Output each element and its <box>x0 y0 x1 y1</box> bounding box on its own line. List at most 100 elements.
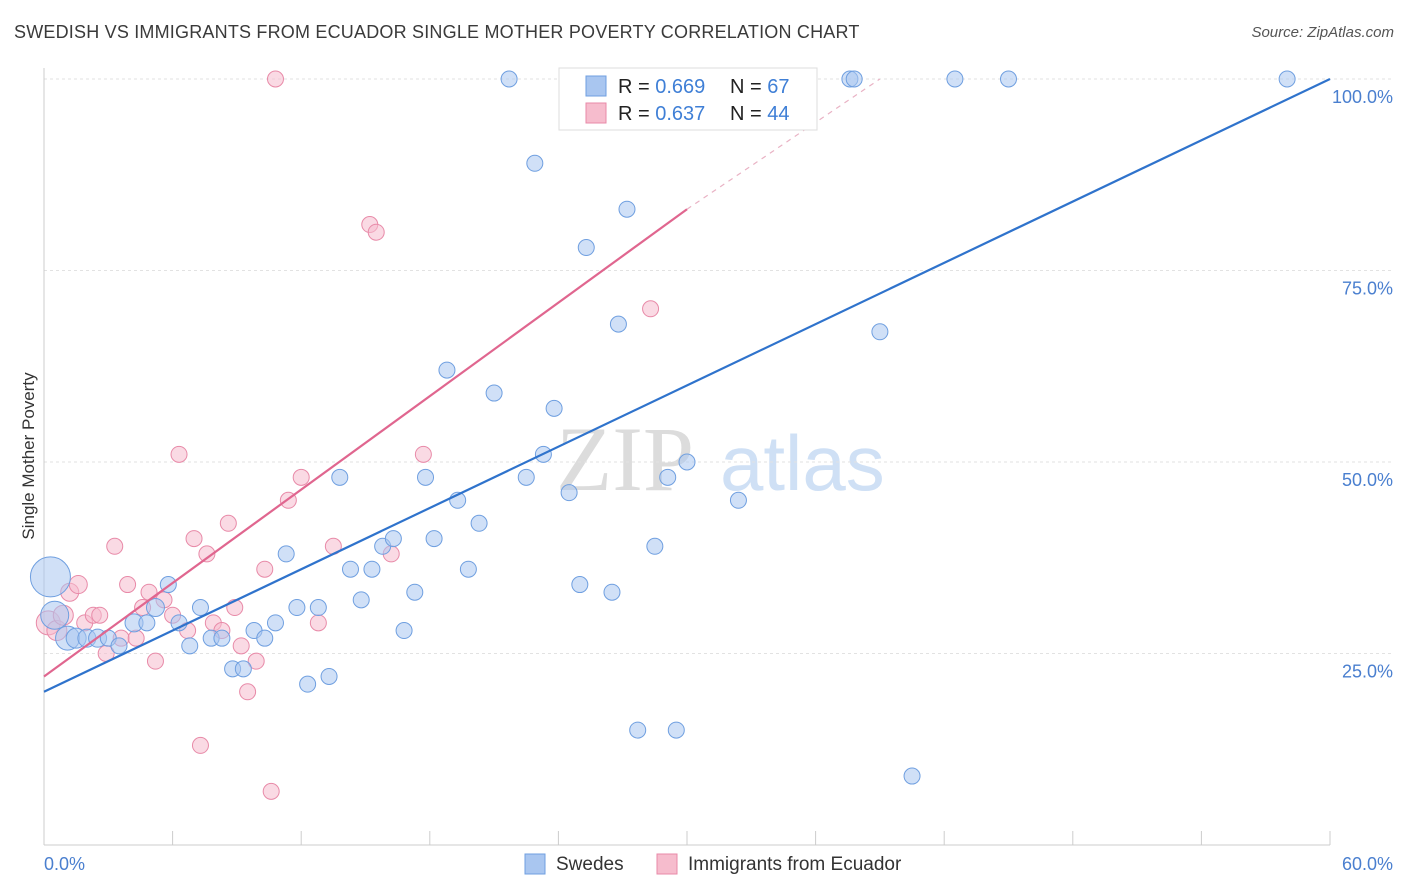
legend-r-label-swedes: R = <box>618 76 655 98</box>
swedes-point <box>384 530 402 548</box>
y-tick-label: 100.0% <box>1332 87 1393 107</box>
swedes-point <box>40 600 70 630</box>
ecuador-point <box>239 683 257 701</box>
swedes-point <box>603 583 621 601</box>
swedes-point <box>903 767 921 785</box>
swedes-point <box>946 70 964 88</box>
svg-text:R = 0.637: R = 0.637 <box>618 103 705 125</box>
swedes-point <box>341 560 359 578</box>
series-legend: Swedes Immigrants from Ecuador <box>524 853 902 875</box>
legend-n-label-swedes: N = <box>730 76 767 98</box>
bottom-legend-label-ecuador: Immigrants from Ecuador <box>688 854 902 875</box>
x-tick-labels: 0.0% 60.0% <box>44 854 1393 874</box>
bottom-legend-label-swedes: Swedes <box>556 854 624 875</box>
x-tick-label: 0.0% <box>44 854 85 874</box>
swedes-point <box>629 721 647 739</box>
ecuador-point <box>170 445 188 463</box>
svg-text:N = 67: N = 67 <box>730 76 790 98</box>
swedes-point <box>646 537 664 555</box>
swedes-point <box>145 598 165 618</box>
ecuador-point <box>68 575 88 595</box>
swedes-point <box>729 491 747 509</box>
ecuador-point <box>247 652 265 670</box>
swedes-point <box>234 660 252 678</box>
swedes-point <box>352 591 370 609</box>
svg-text:N = 44: N = 44 <box>730 103 790 125</box>
swedes-point <box>526 154 544 172</box>
ecuador-point <box>292 468 310 486</box>
swedes-point <box>213 629 231 647</box>
watermark-zip: ZIP <box>556 408 694 510</box>
swedes-point <box>417 468 435 486</box>
swedes-point <box>678 453 696 471</box>
swedes-point <box>138 614 156 632</box>
swedes-point <box>277 545 295 563</box>
swedes-point <box>618 200 636 218</box>
legend-r-value-ecuador: 0.637 <box>655 103 705 125</box>
ecuador-point <box>266 70 284 88</box>
swedes-point <box>871 323 889 341</box>
ecuador-point <box>140 583 158 601</box>
swedes-point <box>110 637 128 655</box>
swedes-point <box>406 583 424 601</box>
swedes-point <box>425 530 443 548</box>
ecuador-point <box>256 560 274 578</box>
ecuador-point <box>309 614 327 632</box>
swedes-point <box>266 614 284 632</box>
swedes-point <box>320 667 338 685</box>
ecuador-point <box>146 652 164 670</box>
swedes-point <box>560 484 578 502</box>
swedes-point <box>500 70 518 88</box>
legend-n-value-ecuador: 44 <box>767 103 789 125</box>
swedes-point <box>191 599 209 617</box>
swedes-point <box>485 384 503 402</box>
swedes-point <box>1000 70 1017 88</box>
stats-legend: R = 0.669 N = 67 R = 0.637 N = 44 <box>558 67 818 131</box>
x-tick-label: 60.0% <box>1342 854 1393 874</box>
swedes-point <box>470 514 488 532</box>
axes <box>43 68 1331 846</box>
legend-n-value-swedes: 67 <box>767 76 789 98</box>
ecuador-point <box>106 537 124 555</box>
y-tick-label: 50.0% <box>1342 470 1393 490</box>
ecuador-point <box>91 606 109 624</box>
ecuador-point <box>367 223 385 241</box>
swedes-point <box>459 560 477 578</box>
swedes-point <box>571 576 589 594</box>
trend-lines <box>43 78 1331 693</box>
ecuador-point <box>414 445 432 463</box>
swedes-point <box>438 361 456 379</box>
legend-swatch-swedes <box>585 75 607 97</box>
swedes-point <box>545 399 563 417</box>
bottom-legend-swatch-swedes <box>524 853 546 875</box>
ecuador-point <box>185 530 203 548</box>
swedes-point <box>609 315 627 333</box>
swedes-point <box>29 556 71 598</box>
watermark-atlas: atlas <box>720 419 885 507</box>
swedes-trend-line <box>43 78 1331 693</box>
swedes-point <box>309 599 327 617</box>
y-tick-label: 25.0% <box>1342 662 1393 682</box>
ecuador-point <box>119 576 137 594</box>
swedes-point <box>181 637 199 655</box>
grid <box>44 78 1392 654</box>
ecuador-point <box>262 782 280 800</box>
swedes-point <box>517 468 535 486</box>
ecuador-point <box>191 736 209 754</box>
bottom-legend-swatch-ecuador <box>656 853 678 875</box>
swedes-point <box>395 622 413 640</box>
legend-n-label-ecuador: N = <box>730 103 767 125</box>
swedes-point <box>256 629 274 647</box>
legend-r-value-swedes: 0.669 <box>655 76 705 98</box>
ecuador-point <box>642 300 660 318</box>
legend-r-label-ecuador: R = <box>618 103 655 125</box>
ecuador-point <box>219 514 237 532</box>
swedes-point <box>299 675 317 693</box>
swedes-point <box>1278 70 1296 88</box>
y-tick-labels: 25.0% 50.0% 75.0% 100.0% <box>1332 87 1393 682</box>
swedes-point <box>331 468 349 486</box>
chart-title: SWEDISH VS IMMIGRANTS FROM ECUADOR SINGL… <box>14 22 860 42</box>
swedes-point <box>667 721 685 739</box>
y-tick-label: 75.0% <box>1342 279 1393 299</box>
